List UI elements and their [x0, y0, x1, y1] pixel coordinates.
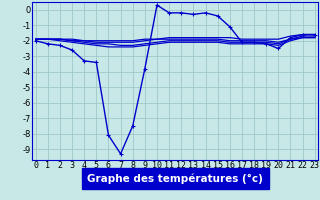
X-axis label: Graphe des températures (°c): Graphe des températures (°c): [87, 173, 263, 184]
